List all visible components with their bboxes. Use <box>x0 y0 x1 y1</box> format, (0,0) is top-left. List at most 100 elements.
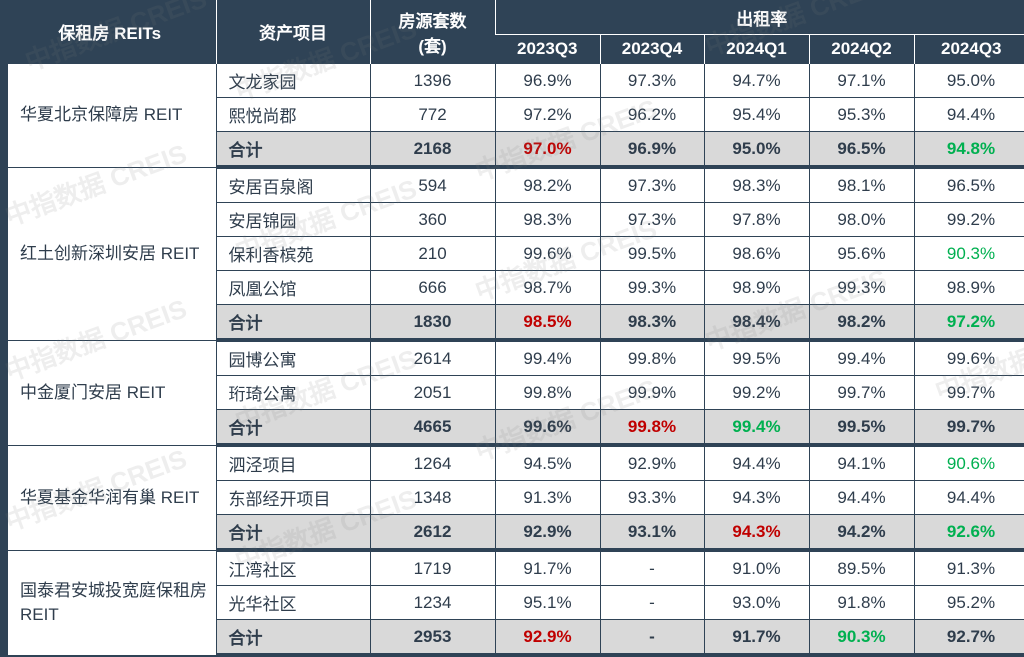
header-units-line1: 房源套数 <box>398 11 467 31</box>
occupancy-rate: 92.6% <box>913 514 1024 552</box>
occupancy-rate: 92.9% <box>494 514 601 552</box>
occupancy-rate: 98.3% <box>599 304 705 342</box>
header-quarter: 2024Q2 <box>808 34 914 64</box>
occupancy-rate: 93.3% <box>599 480 705 515</box>
reit-name: 华夏北京保障房 REIT <box>0 63 217 168</box>
occupancy-rate: 94.4% <box>913 97 1024 132</box>
occupancy-rate: 91.0% <box>703 549 810 586</box>
occupancy-rate: 95.0% <box>703 131 810 169</box>
occupancy-rate: 98.2% <box>808 304 915 342</box>
occupancy-rate: 99.8% <box>494 375 601 410</box>
unit-count: 1264 <box>369 444 496 481</box>
reit-name: 红土创新深圳安居 REIT <box>0 166 217 341</box>
occupancy-rate: 97.3% <box>599 202 705 237</box>
occupancy-rate: 99.3% <box>599 270 705 305</box>
occupancy-rate: 99.8% <box>599 409 705 447</box>
reit-name: 中金厦门安居 REIT <box>0 339 217 446</box>
occupancy-rate: 98.3% <box>494 202 601 237</box>
occupancy-rate: 99.7% <box>913 409 1024 447</box>
occupancy-rate: 98.1% <box>808 166 915 203</box>
asset-name: 安居锦园 <box>215 202 371 237</box>
asset-name: 安居百泉阁 <box>215 166 371 203</box>
unit-count: 2051 <box>369 375 496 410</box>
total-row: 合计 2953 92.9% -91.7% 90.3% 92.7% <box>4 619 1024 657</box>
occupancy-rate: - <box>599 585 705 620</box>
unit-count: 666 <box>369 270 496 305</box>
unit-count: 1719 <box>369 549 496 586</box>
occupancy-rate: 97.3% <box>599 63 705 98</box>
asset-name: 凤凰公馆 <box>215 270 371 305</box>
asset-name: 光华社区 <box>215 585 371 620</box>
header-asset: 资产项目 <box>215 0 370 64</box>
reit-name: 华夏基金华润有巢 REIT <box>0 444 217 551</box>
table-row: 东部经开项目 1348 91.3% 93.3% 94.3% 94.4% 94.4% <box>4 480 1024 515</box>
total-label: 合计 <box>215 304 371 342</box>
asset-name: 泗泾项目 <box>215 444 371 481</box>
occupancy-rate: 94.3% <box>703 514 810 552</box>
table-row: 中金厦门安居 REIT 园博公寓 2614 99.4% 99.8% 99.5% 99.4% 9… <box>0 339 1024 446</box>
occupancy-rate: 96.9% <box>494 63 601 98</box>
occupancy-rate: 98.7% <box>494 270 601 305</box>
reit-name: 国泰君安城投宽庭保租房 REIT <box>0 549 217 656</box>
occupancy-rate: 91.7% <box>494 549 601 586</box>
occupancy-rate: 92.7% <box>913 619 1024 657</box>
occupancy-rate: 99.5% <box>599 236 705 271</box>
header-quarter: 2023Q4 <box>599 34 704 64</box>
table-row: 光华社区 1234 95.1% -93.0% 91.8% 95.2% <box>4 585 1024 620</box>
occupancy-rate: 95.1% <box>494 585 601 620</box>
occupancy-rate: 94.4% <box>808 480 915 515</box>
occupancy-rate: 91.7% <box>703 619 810 657</box>
occupancy-rate: 98.4% <box>703 304 810 342</box>
occupancy-rate: 97.1% <box>808 63 915 98</box>
unit-count: 772 <box>369 97 496 132</box>
occupancy-rate: 97.2% <box>494 97 601 132</box>
occupancy-rate: 94.8% <box>913 131 1024 169</box>
table-row: 红土创新深圳安居 REIT 安居百泉阁 594 98.2% 97.3% 98.3% 98.1… <box>0 166 1024 341</box>
header-reit: 保租房 REITs <box>4 0 216 64</box>
occupancy-rate: 97.0% <box>494 131 601 169</box>
occupancy-rate: 95.4% <box>703 97 810 132</box>
unit-count: 2614 <box>369 339 496 376</box>
unit-count: 360 <box>369 202 496 237</box>
occupancy-rate: 99.6% <box>494 236 601 271</box>
header-quarter: 2023Q3 <box>495 34 600 64</box>
occupancy-rate: 94.4% <box>913 480 1024 515</box>
unit-count: 210 <box>369 236 496 271</box>
occupancy-rate: 98.6% <box>703 236 810 271</box>
occupancy-rate: 97.3% <box>599 166 705 203</box>
unit-count: 1348 <box>369 480 496 515</box>
total-row: 合计 2168 97.0% 96.9% 95.0% 96.5% 94.8% <box>4 131 1024 169</box>
occupancy-rate: 96.5% <box>913 166 1024 203</box>
asset-name: 熙悦尚郡 <box>215 97 371 132</box>
total-label: 合计 <box>215 409 371 447</box>
occupancy-rate: 94.4% <box>703 444 810 481</box>
occupancy-rate: 93.1% <box>599 514 705 552</box>
occupancy-rate: 99.7% <box>913 375 1024 410</box>
occupancy-rate: 91.8% <box>808 585 915 620</box>
occupancy-rate: 97.8% <box>703 202 810 237</box>
header-quarter: 2024Q1 <box>703 34 809 64</box>
unit-count: 594 <box>369 166 496 203</box>
unit-count: 4665 <box>369 409 496 447</box>
occupancy-rate: 90.3% <box>913 236 1024 271</box>
occupancy-rate: 93.0% <box>703 585 810 620</box>
occupancy-rate: 94.2% <box>808 514 915 552</box>
table-row: 华夏北京保障房 REIT 文龙家园 1396 96.9% 97.3% 94.7% 97.1%… <box>0 63 1024 168</box>
table-row: 保利香槟苑 210 99.6% 99.5% 98.6% 95.6% 90.3% <box>4 236 1024 271</box>
occupancy-rate: - <box>599 619 705 657</box>
occupancy-rate: 97.2% <box>913 304 1024 342</box>
asset-name: 珩琦公寓 <box>215 375 371 410</box>
occupancy-rate: 99.5% <box>703 339 810 376</box>
occupancy-rate: 99.2% <box>913 202 1024 237</box>
occupancy-rate: 95.3% <box>808 97 915 132</box>
asset-name: 文龙家园 <box>215 63 371 98</box>
occupancy-rate: 98.3% <box>703 166 810 203</box>
occupancy-rate: 96.9% <box>599 131 705 169</box>
occupancy-rate: 94.3% <box>703 480 810 515</box>
occupancy-rate: 94.1% <box>808 444 915 481</box>
total-row: 合计 2612 92.9% 93.1% 94.3% 94.2% 92.6% <box>4 514 1024 552</box>
occupancy-rate: 94.5% <box>494 444 601 481</box>
occupancy-rate: 99.5% <box>808 409 915 447</box>
occupancy-rate: 91.3% <box>913 549 1024 586</box>
